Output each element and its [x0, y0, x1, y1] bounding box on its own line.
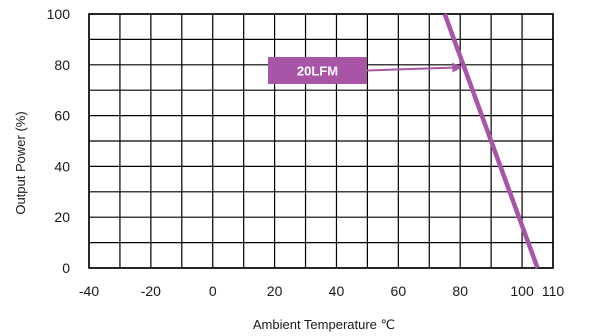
y-axis-title: Output Power (%) [13, 111, 28, 214]
y-tick-label: 20 [54, 209, 70, 225]
x-tick-label: -20 [141, 283, 161, 299]
annotation-label: 20LFM [297, 64, 338, 79]
y-tick-label: 60 [54, 108, 70, 124]
x-tick-label: 100 [510, 283, 534, 299]
y-tick-label: 40 [54, 158, 70, 174]
x-tick-label: 60 [391, 283, 407, 299]
annotation-arrow [366, 62, 463, 73]
x-tick-label: 80 [452, 283, 468, 299]
annotation-layer: 20LFM [268, 57, 463, 84]
x-tick-label: 20 [267, 283, 283, 299]
series-line [442, 13, 540, 269]
y-tick-label: 100 [47, 6, 71, 22]
tick-label-layer: -40 -20 0 20 40 60 80 100 110 0 20 40 60 80 100 [47, 6, 565, 299]
series-layer [442, 13, 540, 269]
y-tick-label: 0 [62, 260, 70, 276]
annotation-box [268, 57, 367, 84]
x-tick-label: 110 [542, 283, 565, 299]
x-tick-label: -40 [79, 283, 99, 299]
y-tick-label: 80 [54, 57, 70, 73]
x-axis-title: Ambient Temperature ℃ [253, 317, 395, 332]
x-tick-label: 40 [329, 283, 345, 299]
plot-frame [88, 13, 554, 269]
x-tick-label: 0 [209, 283, 217, 299]
grid-layer [88, 13, 554, 269]
